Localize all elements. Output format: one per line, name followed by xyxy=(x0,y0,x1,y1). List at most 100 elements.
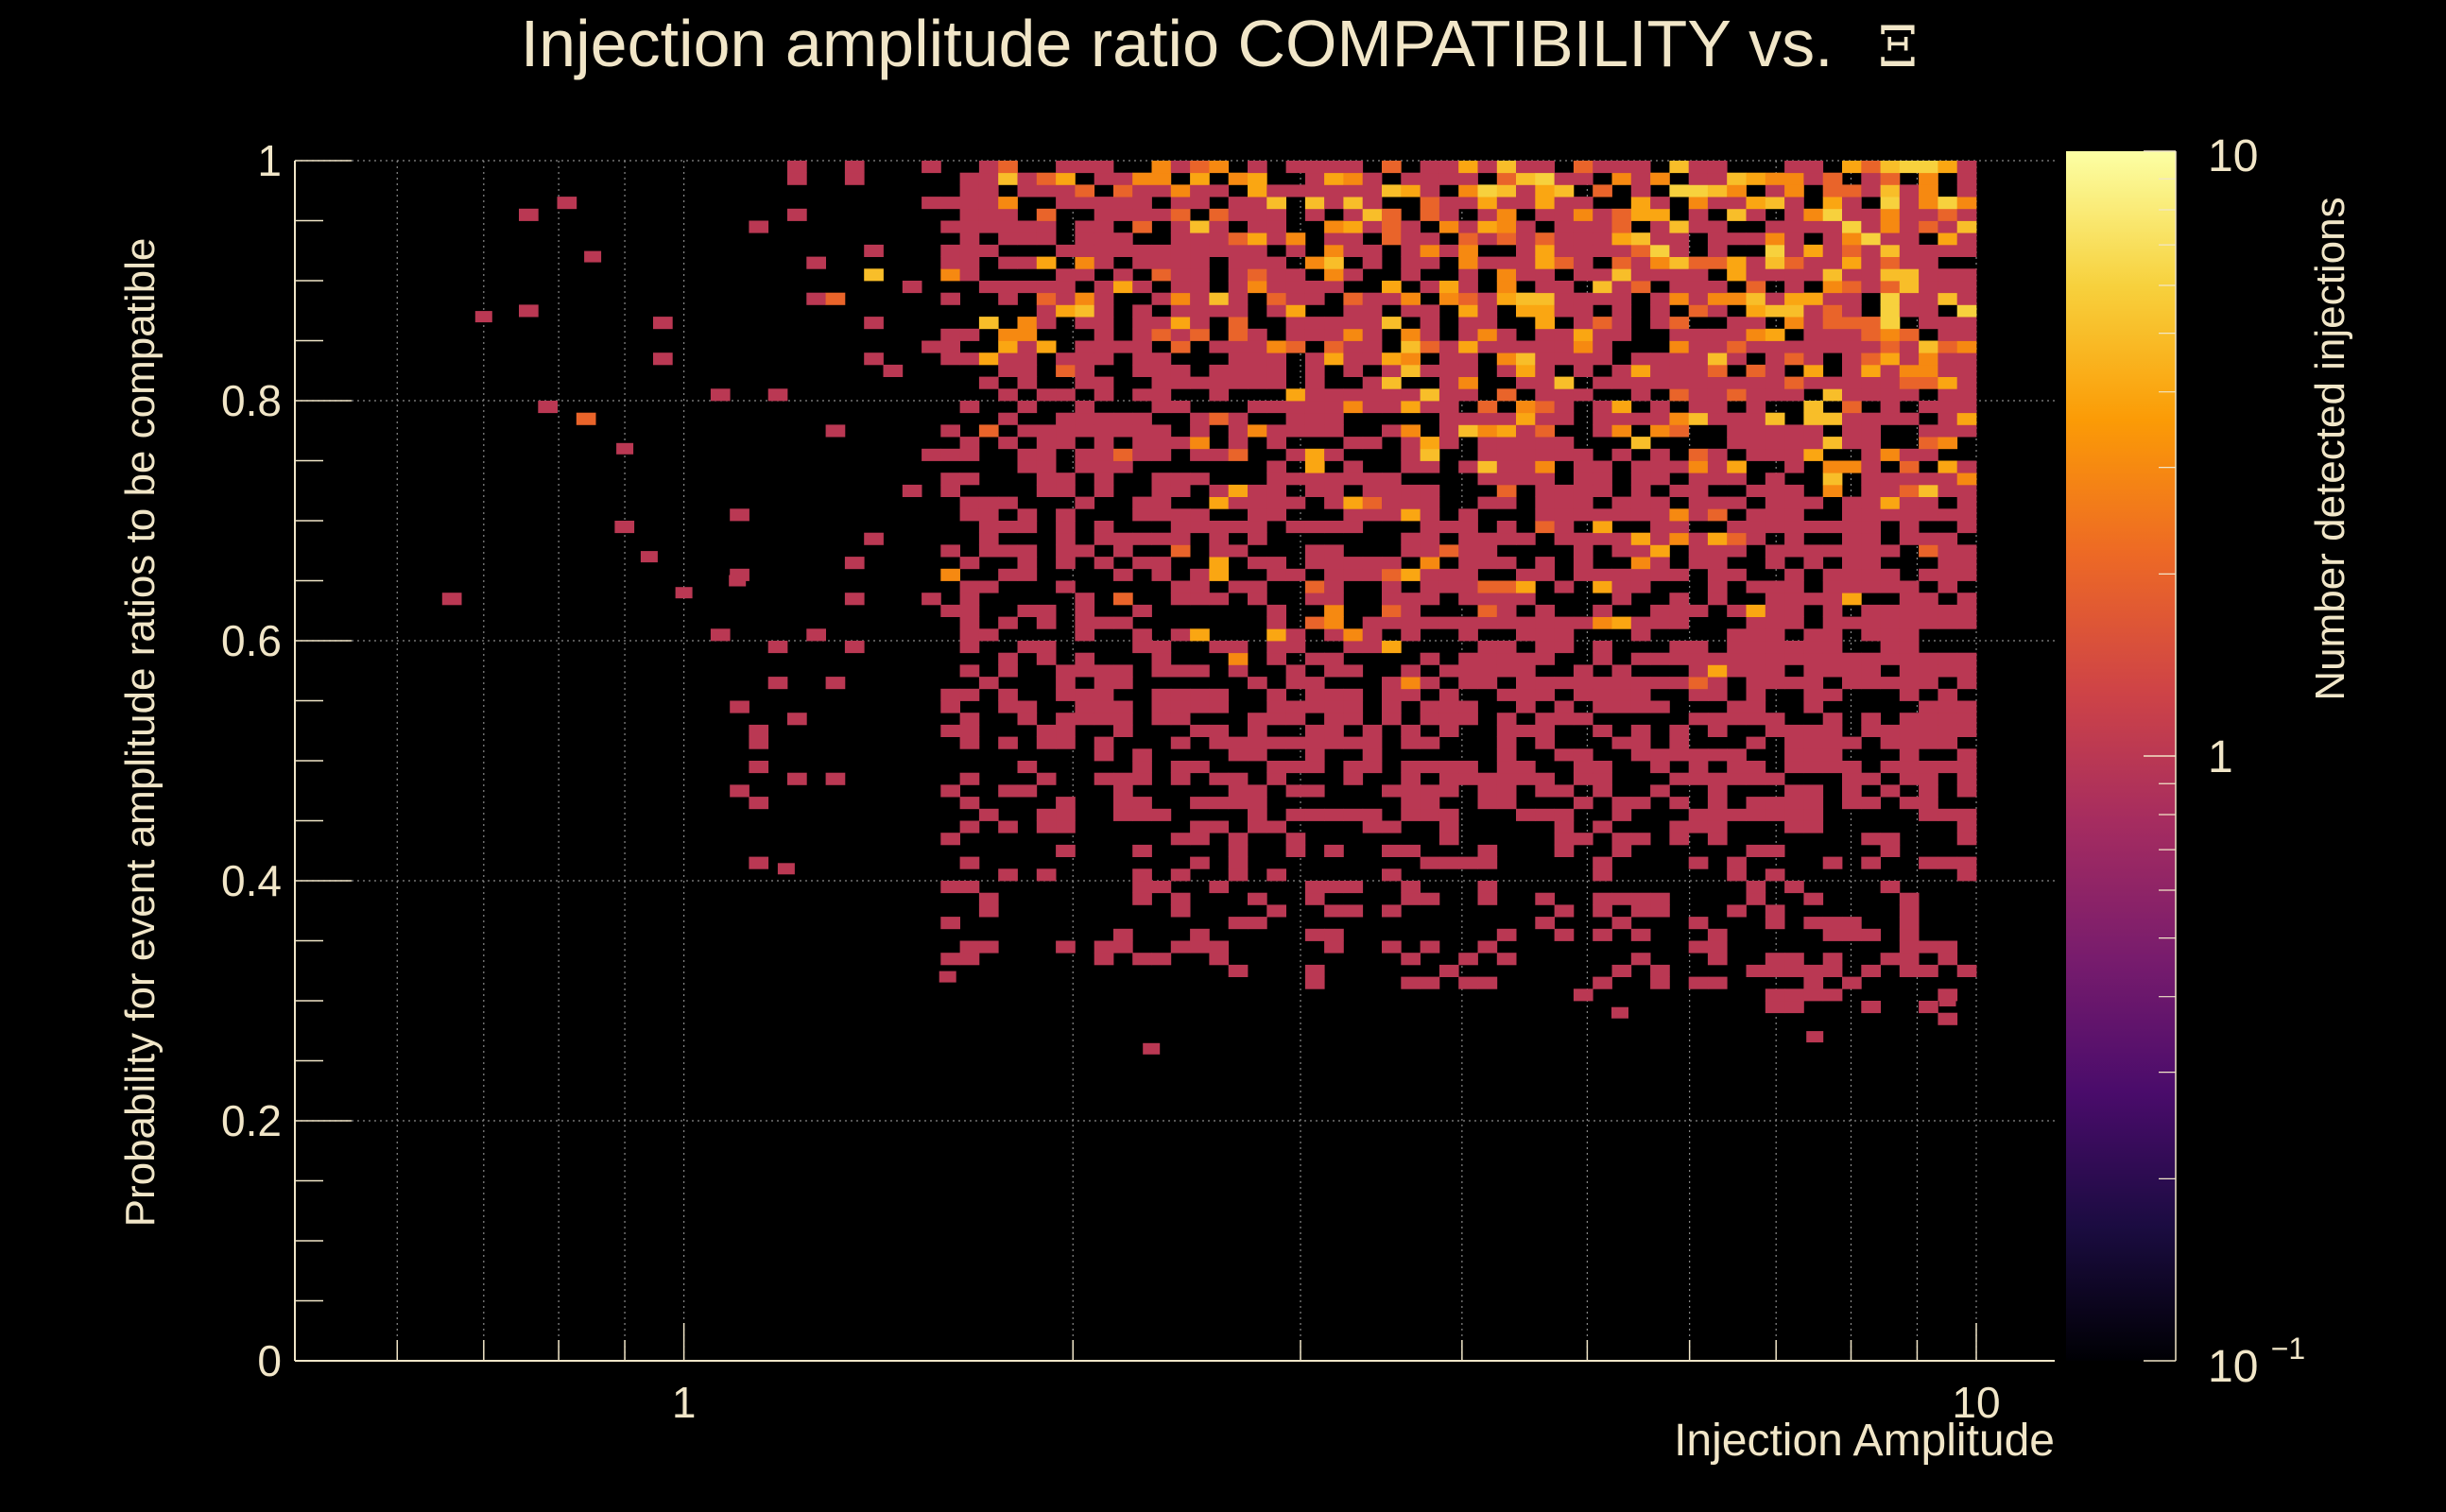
heatmap-cell xyxy=(1593,424,1612,438)
heatmap-cell xyxy=(1458,544,1478,558)
heatmap-cell xyxy=(1765,448,1785,461)
heatmap-cell xyxy=(1438,664,1459,678)
heatmap-cell xyxy=(1803,544,1824,558)
heatmap-cell xyxy=(1611,161,1632,174)
heatmap-cell xyxy=(1438,833,1459,846)
heatmap-cell xyxy=(1477,532,1498,545)
heatmap-cell xyxy=(1727,748,1747,762)
heatmap-cell xyxy=(1688,281,1709,294)
heatmap-cell xyxy=(1593,616,1612,629)
heatmap-cell xyxy=(1803,448,1824,461)
heatmap-cell xyxy=(1458,412,1478,425)
heatmap-cell xyxy=(1688,664,1709,678)
heatmap-cell xyxy=(1630,892,1651,905)
heatmap-cell xyxy=(1094,340,1114,353)
heatmap-cell xyxy=(959,256,980,269)
heatmap-cell xyxy=(1113,460,1133,473)
heatmap-cell xyxy=(1343,881,1364,894)
heatmap-cell xyxy=(1266,472,1286,486)
heatmap-cell xyxy=(1688,713,1709,726)
heatmap-cell xyxy=(1727,208,1747,221)
heatmap-cell xyxy=(998,736,1018,749)
heatmap-cell xyxy=(1496,281,1517,294)
heatmap-cell xyxy=(1132,340,1152,353)
heatmap-cell xyxy=(1554,376,1575,389)
heatmap-cells xyxy=(441,161,1977,1055)
heatmap-cell xyxy=(1496,652,1517,665)
heatmap-cell xyxy=(1420,161,1440,174)
heatmap-cell xyxy=(1630,244,1651,257)
heatmap-cell xyxy=(1143,1042,1161,1055)
heatmap-cell xyxy=(1075,304,1095,318)
heatmap-cell xyxy=(1842,664,1862,678)
heatmap-cell xyxy=(1956,460,1977,473)
heatmap-cell xyxy=(1056,940,1076,954)
heatmap-cell xyxy=(1803,892,1824,905)
heatmap-cell xyxy=(1919,172,1938,185)
heatmap-cell xyxy=(1477,604,1498,617)
heatmap-cell xyxy=(1248,797,1267,810)
heatmap-cell xyxy=(1324,736,1344,749)
heatmap-cell xyxy=(959,713,980,726)
heatmap-cell xyxy=(1765,664,1785,678)
heatmap-cell xyxy=(1343,496,1364,509)
heatmap-cell xyxy=(978,172,999,185)
heatmap-cell xyxy=(1266,604,1286,617)
heatmap-cell xyxy=(1956,328,1977,341)
heatmap-cell xyxy=(940,328,960,341)
heatmap-cell xyxy=(1438,580,1459,593)
heatmap-cell xyxy=(864,317,884,330)
heatmap-cell xyxy=(1956,868,1977,882)
heatmap-cell xyxy=(1650,761,1670,774)
heatmap-cell xyxy=(1343,521,1364,534)
heatmap-cell xyxy=(1861,604,1881,617)
heatmap-cell xyxy=(1151,401,1172,414)
heatmap-cell xyxy=(1343,401,1364,414)
heatmap-cell xyxy=(1611,833,1632,846)
heatmap-cell xyxy=(1151,532,1172,545)
heatmap-cell xyxy=(1746,604,1766,617)
heatmap-cell xyxy=(1554,388,1575,402)
heatmap-cell xyxy=(1861,1001,1881,1014)
heatmap-cell xyxy=(1784,292,1804,305)
heatmap-cell xyxy=(998,232,1018,246)
heatmap-cell xyxy=(922,448,941,461)
heatmap-cell xyxy=(1727,641,1747,654)
heatmap-cell xyxy=(1324,580,1344,593)
heatmap-cell xyxy=(749,856,769,869)
heatmap-cell xyxy=(1669,724,1690,737)
heatmap-cell xyxy=(1535,376,1555,389)
heatmap-cell xyxy=(1113,424,1133,438)
heatmap-cell xyxy=(1630,197,1651,210)
heatmap-cell xyxy=(1401,677,1421,690)
heatmap-cell xyxy=(1151,161,1172,174)
heatmap-cell xyxy=(959,856,980,869)
heatmap-cell xyxy=(998,172,1018,185)
heatmap-cell xyxy=(1036,172,1057,185)
heatmap-cell xyxy=(978,161,999,174)
heatmap-cell xyxy=(959,772,980,785)
heatmap-cell xyxy=(1899,388,1920,402)
heatmap-cell xyxy=(1650,700,1670,713)
heatmap-cell xyxy=(1516,184,1536,198)
heatmap-cell xyxy=(1630,628,1651,642)
heatmap-cell xyxy=(825,677,846,690)
heatmap-cell xyxy=(1688,652,1709,665)
heatmap-cell xyxy=(1535,472,1555,486)
heatmap-cell xyxy=(1784,304,1804,318)
heatmap-cell xyxy=(1190,424,1210,438)
heatmap-cell xyxy=(1458,184,1478,198)
heatmap-cell xyxy=(1401,460,1421,473)
heatmap-cell xyxy=(1938,688,1958,701)
heatmap-cell xyxy=(1285,388,1306,402)
heatmap-cell xyxy=(1880,604,1901,617)
heatmap-cell xyxy=(1630,412,1651,425)
heatmap-cell xyxy=(1075,652,1095,665)
heatmap-cell xyxy=(1803,641,1824,654)
heatmap-cell xyxy=(940,484,960,497)
heatmap-cell xyxy=(1285,184,1306,198)
heatmap-cell xyxy=(1688,761,1709,774)
heatmap-cell xyxy=(1075,713,1095,726)
heatmap-cell xyxy=(1113,281,1133,294)
heatmap-cell xyxy=(1688,401,1709,414)
